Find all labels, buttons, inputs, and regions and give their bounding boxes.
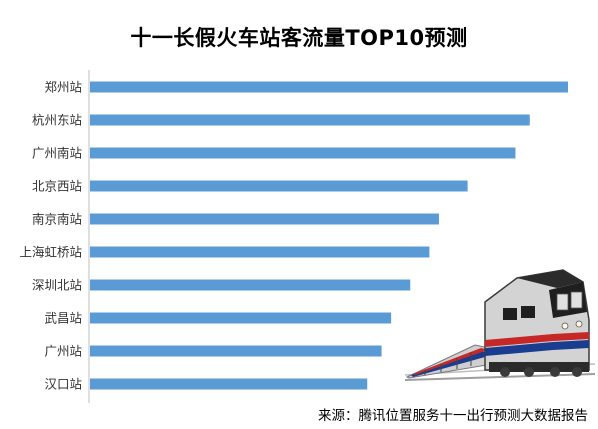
bar [90,345,382,357]
bar [90,312,392,324]
bar [90,246,430,258]
chart-title: 十一长假火车站客流量TOP10预测 [130,26,468,50]
bar [90,213,439,225]
bar [90,147,516,159]
category-label: 北京西站 [32,179,82,194]
category-label: 南京南站 [32,212,82,227]
category-label: 武昌站 [44,311,82,326]
bar [90,279,411,291]
category-label: 广州站 [44,344,82,359]
bar [90,378,368,390]
category-label: 杭州东站 [32,113,82,128]
bar [90,114,530,126]
source-note: 来源：腾讯位置服务十一出行预测大数据报告 [318,408,588,424]
bar [90,180,468,192]
category-label: 上海虹桥站 [19,245,82,260]
category-label: 汉口站 [44,377,82,392]
bar [90,81,568,93]
category-label: 深圳北站 [32,278,82,293]
category-label: 郑州站 [44,80,82,95]
bars-group [90,81,568,390]
train-icon [405,269,595,381]
category-label: 广州南站 [32,146,82,161]
